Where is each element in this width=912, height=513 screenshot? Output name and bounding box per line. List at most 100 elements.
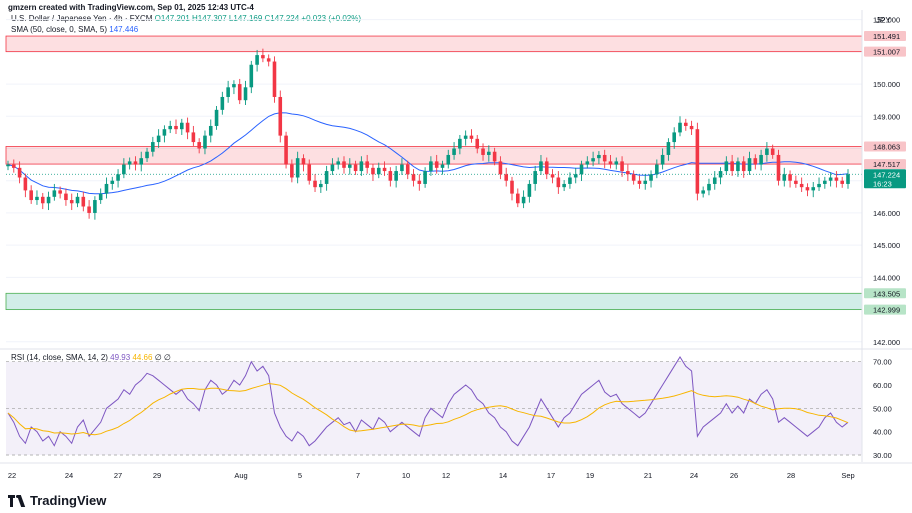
candle (237, 78, 242, 105)
candle (347, 158, 352, 175)
candle (487, 145, 491, 162)
price-label: 143.505 (873, 289, 900, 298)
candle-body (817, 183, 821, 188)
candle-body (87, 206, 91, 213)
candle-body (481, 148, 485, 155)
candle-body (382, 167, 387, 172)
candle (597, 151, 601, 164)
candle (770, 144, 775, 159)
candle-body (446, 154, 451, 165)
candle-body (770, 148, 775, 155)
candle (799, 177, 804, 192)
candle-body (498, 161, 503, 175)
candle (382, 161, 387, 176)
time-tick-label: Aug (234, 471, 247, 480)
candle-body (249, 64, 254, 88)
candle (817, 177, 821, 192)
time-tick-label: 19 (586, 471, 594, 480)
time-tick-label: 28 (787, 471, 795, 480)
currency-label: JPY (876, 16, 891, 25)
rsi-legend[interactable]: RSI (14, close, SMA, 14, 2) 49.93 44.66 … (11, 353, 171, 362)
candle-body (40, 196, 45, 204)
candle-body (208, 125, 213, 136)
rsi-tick-label: 30.00 (873, 451, 892, 460)
candle-body (98, 193, 103, 201)
price-tick-label: 150.000 (873, 80, 900, 89)
candle (313, 174, 317, 192)
time-tick-label: 10 (402, 471, 410, 480)
candle (336, 157, 341, 170)
candle (510, 176, 514, 201)
candle (811, 182, 816, 198)
symbol-legend[interactable]: U.S. Dollar / Japanese Yen · 4h · FXCM O… (11, 14, 361, 23)
candle (40, 192, 45, 210)
price-label-bg (864, 178, 906, 189)
candle (620, 156, 624, 177)
price-label: 142.999 (873, 306, 900, 315)
candle-body (631, 174, 636, 181)
candle (736, 157, 740, 177)
candle (371, 163, 375, 182)
price-label-bg (864, 46, 906, 57)
candle-body (295, 158, 300, 178)
candle (324, 165, 329, 191)
candle-body (544, 161, 549, 175)
candle-body (799, 183, 804, 188)
price-label: 151.007 (873, 48, 900, 57)
candle (64, 188, 68, 206)
rsi-tick-label: 60.00 (873, 381, 892, 390)
candle-body (724, 161, 729, 172)
candle (840, 176, 845, 188)
candle (544, 157, 549, 180)
candle-body (243, 87, 248, 101)
candle (58, 186, 62, 199)
candle (765, 142, 769, 162)
price-tick-label: 146.000 (873, 209, 900, 218)
sma-legend[interactable]: SMA (50, close, 0, SMA, 5) 147.446 (11, 25, 138, 34)
candle-body (11, 164, 16, 168)
candle (452, 142, 456, 160)
candle (191, 125, 196, 146)
candle-body (521, 196, 526, 204)
price-label-bg (864, 159, 906, 170)
symbol-name: U.S. Dollar / Japanese Yen · 4h · FXCM (11, 14, 153, 23)
candle-body (411, 174, 416, 181)
candle (330, 158, 335, 175)
tradingview-logo[interactable]: TradingView (8, 493, 106, 508)
candle-body (458, 138, 462, 149)
candle (11, 159, 16, 173)
candle (498, 156, 503, 180)
candle (539, 154, 543, 175)
candle-body (840, 180, 845, 184)
candle-body (788, 174, 792, 181)
candle (388, 167, 393, 187)
candle (75, 192, 80, 208)
candle-body (139, 158, 144, 165)
candle (81, 191, 86, 212)
candle-body (608, 161, 613, 165)
time-tick-label: 24 (690, 471, 698, 480)
time-tick-label: 12 (442, 471, 450, 480)
candle (481, 143, 485, 161)
candle (429, 156, 433, 176)
time-tick-label: Sep (841, 471, 854, 480)
candle-body (678, 122, 682, 133)
candle-body (585, 161, 590, 165)
candle-body (527, 183, 532, 197)
candle-body (539, 161, 543, 172)
candle (110, 176, 115, 190)
candle-body (122, 164, 126, 175)
time-tick-label: 21 (644, 471, 652, 480)
price-label: 147.224 (873, 170, 900, 179)
candle (208, 119, 213, 143)
candle (741, 156, 746, 178)
candle-body (747, 158, 752, 172)
candle (649, 170, 653, 188)
candle (185, 117, 190, 140)
tradingview-logo-icon (8, 494, 26, 507)
time-tick-label: 5 (298, 471, 302, 480)
rsi-label: RSI (14, close, SMA, 14, 2) (11, 353, 108, 362)
candle-body (492, 151, 497, 162)
candle (805, 183, 810, 197)
